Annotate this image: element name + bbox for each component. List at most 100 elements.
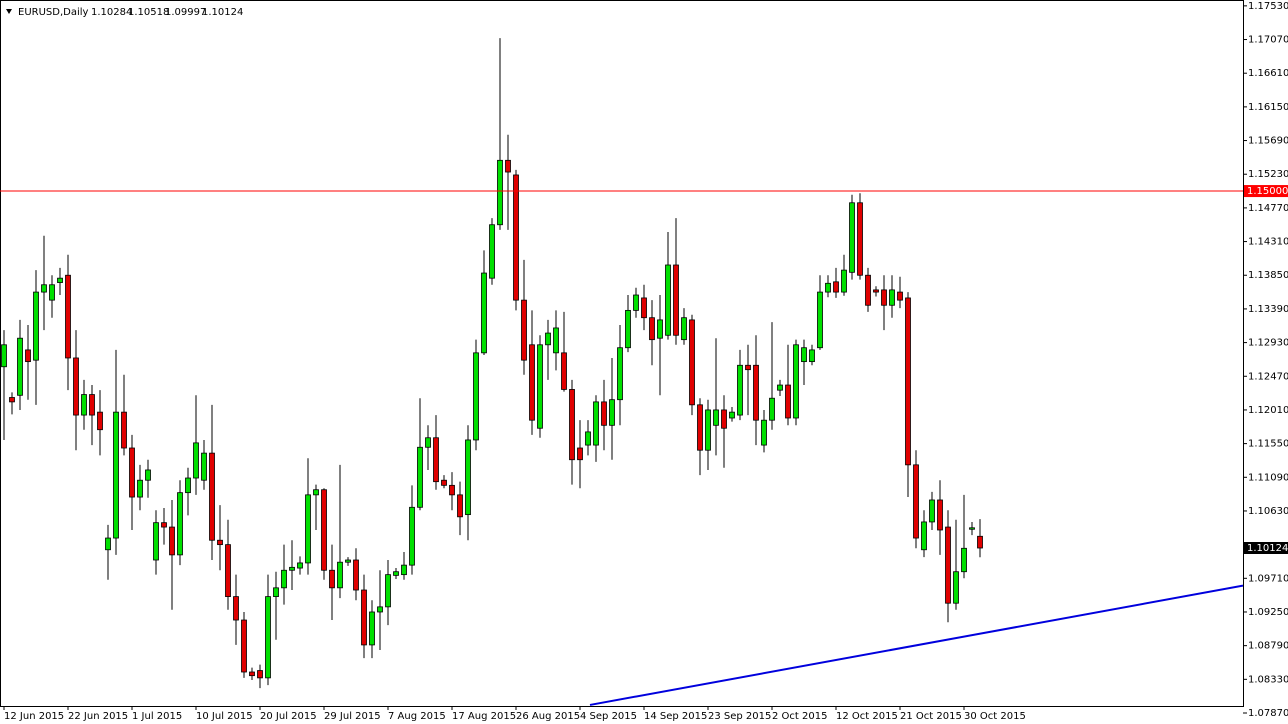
candle-body <box>113 411 119 539</box>
y-tick-label: 1.08790 <box>1248 641 1288 652</box>
candle-body <box>953 571 959 604</box>
x-tick-label: 22 Jun 2015 <box>68 711 128 722</box>
candle-body <box>769 397 775 421</box>
candle-body <box>801 347 807 363</box>
candle-body <box>721 409 727 429</box>
candle-body <box>577 447 583 461</box>
candle-body <box>905 297 911 466</box>
candle-body <box>241 619 247 673</box>
candle-body <box>729 411 735 419</box>
candle-body <box>457 494 463 518</box>
x-tick-label: 10 Jul 2015 <box>196 711 253 722</box>
x-tick-label: 1 Jul 2015 <box>132 711 182 722</box>
price-label-box <box>1244 541 1288 554</box>
y-tick-label: 1.07870 <box>1248 708 1288 719</box>
candle-body <box>545 332 551 346</box>
candle-body <box>873 289 879 293</box>
candle-body <box>841 269 847 293</box>
candle-body <box>785 384 791 419</box>
candle-body <box>329 569 335 589</box>
candle-body <box>1 344 7 368</box>
candle-body <box>313 489 319 496</box>
candle-body <box>201 452 207 481</box>
candle-body <box>649 317 655 341</box>
candle-body <box>761 419 767 446</box>
candle-body <box>929 499 935 523</box>
candle-body <box>441 479 447 486</box>
menu-arrow[interactable] <box>6 9 12 14</box>
candle-body <box>945 526 951 604</box>
candle-body <box>713 409 719 426</box>
candle-body <box>73 357 79 416</box>
y-tick-label: 1.14310 <box>1248 237 1288 248</box>
y-tick-label: 1.11090 <box>1248 472 1288 483</box>
candle-body <box>513 174 519 301</box>
candle-body <box>145 469 151 481</box>
x-tick-label: 2 Oct 2015 <box>772 711 827 722</box>
candle-body <box>273 587 279 598</box>
y-tick-label: 1.17070 <box>1248 35 1288 46</box>
candle-body <box>193 442 199 479</box>
candle-body <box>913 464 919 539</box>
x-tick-label: 23 Sep 2015 <box>708 711 771 722</box>
candle-body <box>249 671 255 677</box>
candle-body <box>265 596 271 679</box>
candle-body <box>585 431 591 446</box>
trend-line <box>589 584 1243 706</box>
candle-body <box>553 327 559 354</box>
candle-body <box>897 291 903 301</box>
candle-body <box>9 397 15 403</box>
candle-body <box>209 452 215 541</box>
candle-body <box>217 539 223 546</box>
candle-body <box>377 606 383 613</box>
candle-body <box>809 349 815 363</box>
candle-body <box>561 352 567 390</box>
candle-body <box>601 401 607 426</box>
header-close: 1.10124 <box>202 7 243 18</box>
candle-body <box>489 224 495 279</box>
candle-body <box>737 364 743 416</box>
candle-body <box>49 284 55 301</box>
candle-body <box>417 446 423 508</box>
candle-body <box>225 544 231 598</box>
candle-body <box>289 566 295 571</box>
header-open: 1.10284 <box>91 7 132 18</box>
candle-body <box>401 564 407 576</box>
candle-body <box>529 344 535 421</box>
candle-body <box>817 291 823 349</box>
candle-body <box>65 274 71 359</box>
candle-body <box>153 522 159 561</box>
candle-body <box>921 521 927 551</box>
candle-body <box>425 437 431 448</box>
candle-body <box>81 394 87 416</box>
x-tick-label: 7 Aug 2015 <box>388 711 446 722</box>
candle-body <box>369 611 375 646</box>
candle-body <box>129 447 135 498</box>
candle-body <box>449 484 455 496</box>
candle-body <box>121 411 127 449</box>
candle-body <box>625 309 631 349</box>
symbol-title: EURUSD,Daily <box>18 7 89 18</box>
candle-body <box>825 282 831 293</box>
candle-body <box>681 317 687 341</box>
candle-body <box>657 319 663 339</box>
x-tick-label: 29 Jul 2015 <box>324 711 381 722</box>
y-tick-label: 1.12930 <box>1248 338 1288 349</box>
x-tick-label: 17 Aug 2015 <box>452 711 516 722</box>
y-tick-label: 1.13390 <box>1248 304 1288 315</box>
header-low: 1.09997 <box>165 7 206 18</box>
candle-body <box>705 409 711 451</box>
candle-body <box>345 559 351 563</box>
candle-body <box>857 202 863 276</box>
x-tick-label: 20 Jul 2015 <box>260 711 317 722</box>
candle-body <box>409 506 415 566</box>
level-label-box <box>1244 185 1288 198</box>
plot-area <box>0 38 1243 706</box>
price-label: 1.10124 <box>1247 543 1288 554</box>
candle-body <box>673 264 679 336</box>
plot-frame <box>0 0 1244 707</box>
candle-body <box>833 281 839 293</box>
candle-body <box>689 319 695 406</box>
